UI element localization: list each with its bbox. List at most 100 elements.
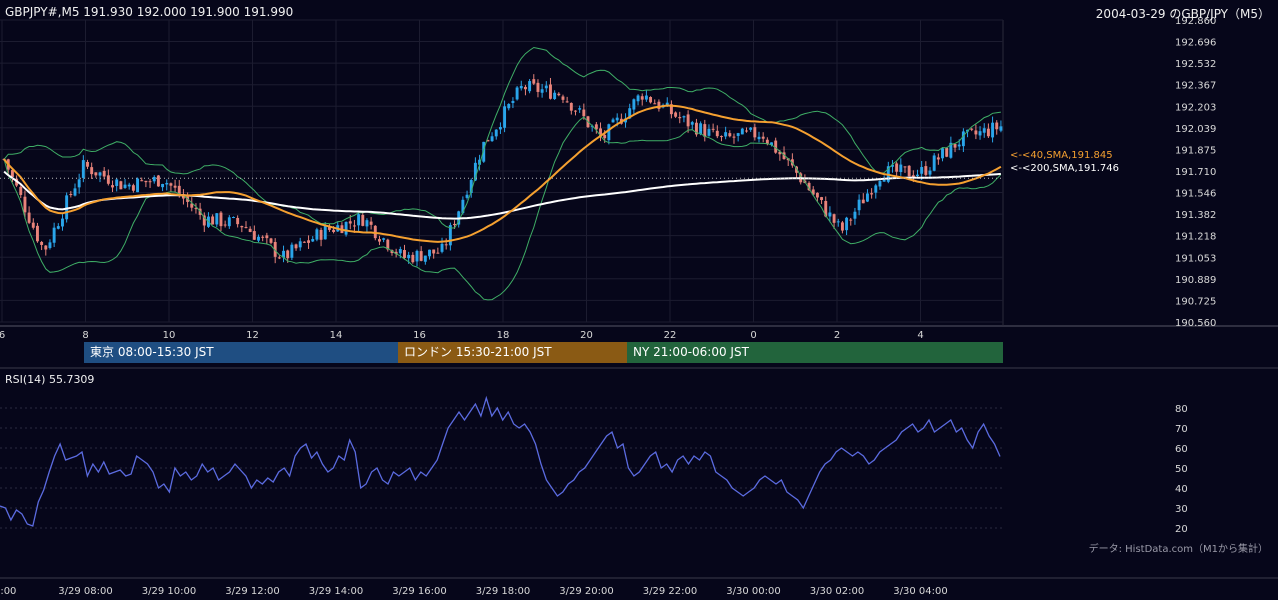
candle-body xyxy=(807,182,811,191)
hour-tick-label: 18 xyxy=(497,330,510,341)
candle-body xyxy=(361,214,365,226)
time-tick-label: 3/29 22:00 xyxy=(643,586,697,597)
candle-body xyxy=(603,134,607,139)
candle-body xyxy=(219,212,223,227)
candle-body xyxy=(227,217,231,227)
time-tick-label: 3/29 14:00 xyxy=(309,586,363,597)
candle-body xyxy=(953,143,957,148)
rsi-tick-label: 50 xyxy=(1175,464,1188,475)
candle-body xyxy=(782,152,786,160)
candle-body xyxy=(86,161,89,167)
candle-body xyxy=(715,130,719,137)
candle-body xyxy=(35,225,39,242)
candle-body xyxy=(557,93,561,96)
candle-body xyxy=(599,128,602,137)
candle-body xyxy=(44,245,48,250)
candle-body xyxy=(832,214,836,223)
candle-body xyxy=(849,219,853,221)
candle-body xyxy=(757,136,761,140)
candle-body xyxy=(236,217,240,225)
candle-body xyxy=(81,160,85,178)
candle-body xyxy=(482,141,486,162)
candle-body xyxy=(840,222,844,231)
price-tick-label: 192.203 xyxy=(1175,102,1216,113)
price-tick-label: 191.546 xyxy=(1175,189,1216,200)
time-tick-label: 3/29 18:00 xyxy=(476,586,530,597)
price-tick-label: 190.725 xyxy=(1175,296,1216,307)
rsi-tick-label: 80 xyxy=(1175,404,1188,415)
rsi-tick-label: 70 xyxy=(1175,424,1188,435)
candle-body xyxy=(490,136,494,142)
candle-body xyxy=(594,124,598,130)
candle-body xyxy=(369,221,373,225)
candle-body xyxy=(853,211,857,219)
candle-body xyxy=(544,85,548,89)
candle-body xyxy=(77,179,81,188)
candle-body xyxy=(636,95,640,102)
candle-body xyxy=(903,166,907,168)
candle-body xyxy=(223,224,227,226)
candle-body xyxy=(315,229,319,240)
candle-body xyxy=(390,250,394,254)
candle-body xyxy=(248,228,252,232)
candle-body xyxy=(415,250,419,262)
candle-body xyxy=(703,124,707,137)
hour-tick-label: 2 xyxy=(834,330,840,341)
time-tick-label: 3/29 10:00 xyxy=(142,586,196,597)
bollinger-upper-line xyxy=(3,46,1001,229)
candle-body xyxy=(995,122,999,130)
sma200-line xyxy=(3,170,1001,220)
price-tick-label: 191.710 xyxy=(1175,167,1216,178)
candle-body xyxy=(61,218,64,227)
hour-tick-label: 16 xyxy=(413,330,426,341)
candle-body xyxy=(511,100,515,103)
candle-body xyxy=(957,144,961,147)
candle-body xyxy=(536,82,540,92)
candle-body xyxy=(428,249,431,257)
candle-body xyxy=(628,108,632,119)
candle-body xyxy=(290,244,294,258)
candle-body xyxy=(740,128,744,135)
candle-body xyxy=(432,249,436,254)
candle-body xyxy=(111,185,114,188)
symbol-info: GBPJPY#,M5 191.930 192.000 191.900 191.9… xyxy=(5,5,294,19)
candle-body xyxy=(678,117,682,119)
session-ny: NY 21:00-06:00 JST xyxy=(627,342,1003,363)
candle-body xyxy=(232,217,235,219)
candle-body xyxy=(411,254,415,263)
candle-body xyxy=(582,109,586,117)
candle-body xyxy=(970,128,974,130)
hour-tick-label: 0 xyxy=(750,330,756,341)
candle-body xyxy=(720,136,723,138)
candle-body xyxy=(765,139,769,144)
price-tick-label: 192.039 xyxy=(1175,124,1216,135)
candle-body xyxy=(473,162,477,181)
candle-body xyxy=(102,170,106,177)
sma40-tag: <-<40,SMA,191.845 xyxy=(1010,150,1113,161)
candle-body xyxy=(177,185,181,196)
time-tick-label: 3/29 12:00 xyxy=(225,586,279,597)
candle-body xyxy=(40,241,44,245)
candle-body xyxy=(795,166,799,173)
candle-body xyxy=(578,108,582,110)
data-credit: データ: HistData.com（M1から集計） xyxy=(1088,544,1268,555)
candle-body xyxy=(515,87,519,100)
candle-body xyxy=(136,178,140,193)
candle-body xyxy=(523,86,527,90)
candle-body xyxy=(31,222,35,228)
candle-body xyxy=(632,99,636,110)
candle-body xyxy=(961,131,965,147)
candle-body xyxy=(56,226,60,229)
candle-body xyxy=(949,142,953,158)
candle-body xyxy=(123,184,127,188)
candle-body xyxy=(882,180,886,182)
candle-body xyxy=(565,101,569,103)
time-tick-label: 06:00 xyxy=(0,586,16,597)
sma40-line xyxy=(3,104,1002,243)
candle-body xyxy=(865,193,869,202)
candle-body xyxy=(528,81,532,92)
candle-body xyxy=(152,176,156,182)
candle-body xyxy=(532,79,536,84)
candle-body xyxy=(398,249,402,254)
price-tick-label: 191.382 xyxy=(1175,210,1216,221)
